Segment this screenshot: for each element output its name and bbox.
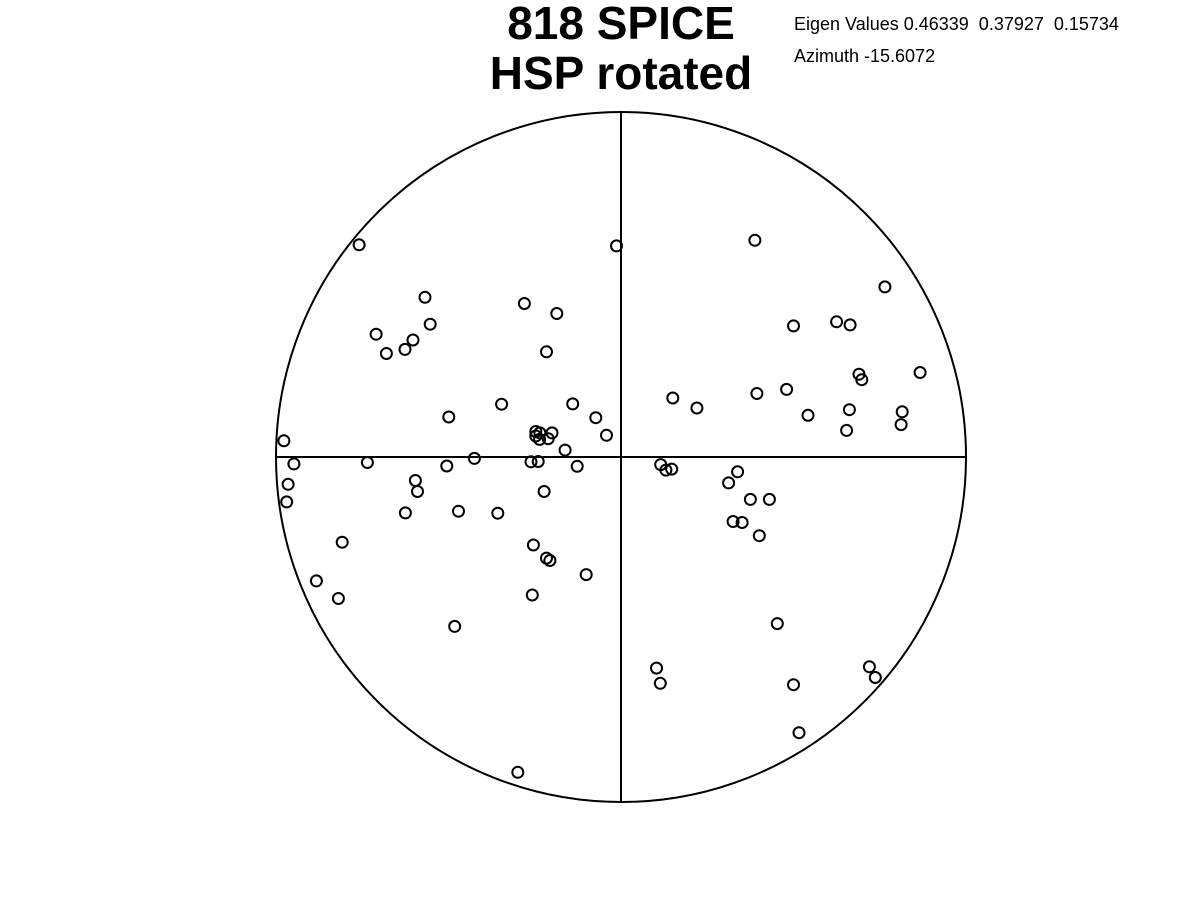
scatter-point-18 <box>855 373 869 387</box>
scatter-point-51 <box>665 462 679 476</box>
scatter-point-75 <box>448 619 462 633</box>
scatter-point-42 <box>287 457 301 471</box>
scatter-point-47 <box>524 455 538 469</box>
scatter-point-25 <box>842 403 856 417</box>
scatter-point-14 <box>787 319 800 333</box>
scatter-point-54 <box>411 485 424 498</box>
scatter-point-38 <box>541 432 555 446</box>
scatter-point-41 <box>277 434 291 448</box>
scatter-point-59 <box>743 492 757 506</box>
scatter-point-57 <box>537 485 551 498</box>
scatter-point-81 <box>868 671 882 684</box>
scatter-point-37 <box>533 432 547 446</box>
scatter-point-43 <box>360 456 374 469</box>
scatter-point-12 <box>406 333 420 347</box>
scatter-point-71 <box>579 568 593 582</box>
chart-title-line-2: HSP rotated <box>489 47 753 99</box>
scatter-point-19 <box>913 366 927 379</box>
scatter-point-1 <box>352 238 366 252</box>
scatter-point-68 <box>526 538 540 552</box>
scatter-point-9 <box>398 342 412 356</box>
scatter-point-3 <box>748 233 762 247</box>
scatter-point-15 <box>830 315 844 329</box>
scatter-point-44 <box>440 459 454 473</box>
scatter-point-8 <box>423 317 437 331</box>
scatter-point-70 <box>543 554 557 567</box>
scatter-point-11 <box>369 327 383 341</box>
scatter-point-16 <box>843 318 857 332</box>
scatter-point-63 <box>491 506 505 520</box>
scatter-point-52 <box>731 465 745 479</box>
scatter-point-74 <box>525 588 539 602</box>
scatter-point-20 <box>666 391 680 405</box>
scatter-point-27 <box>840 423 854 437</box>
scatter-point-40 <box>558 443 572 457</box>
scatter-point-13 <box>540 345 553 359</box>
chart-title-line-1: 818 SPICE <box>507 0 735 49</box>
scatter-point-79 <box>787 678 800 692</box>
scatter-point-66 <box>752 529 766 543</box>
scatter-point-29 <box>442 410 456 424</box>
scatter-point-73 <box>331 592 345 605</box>
scatter-point-2 <box>610 239 623 253</box>
scatter-point-30 <box>495 397 509 411</box>
eigen-values-label: Eigen Values 0.46339 0.37927 0.15734 <box>794 14 1119 34</box>
scatter-point-78 <box>653 676 667 690</box>
scatter-point-7 <box>550 307 564 320</box>
scatter-point-22 <box>780 382 794 396</box>
scatter-point-61 <box>398 506 412 520</box>
scatter-point-77 <box>650 661 663 675</box>
azimuth-label: Azimuth -15.6072 <box>794 46 936 66</box>
scatter-point-48 <box>570 459 584 473</box>
scatter-point-50 <box>659 463 673 477</box>
scatter-point-80 <box>862 660 876 674</box>
scatter-point-76 <box>770 617 784 631</box>
scatter-point-4 <box>878 280 892 294</box>
scatter-point-83 <box>511 765 525 779</box>
scatter-point-5 <box>418 290 432 304</box>
scatter-point-21 <box>750 387 764 400</box>
scatter-point-46 <box>531 455 545 468</box>
scatter-point-53 <box>408 474 422 487</box>
scatter-point-23 <box>690 401 704 415</box>
scatter-point-26 <box>895 405 909 419</box>
scatter-point-58 <box>722 476 736 490</box>
scatter-point-65 <box>735 516 749 529</box>
scatter-point-28 <box>894 418 908 432</box>
scatter-point-62 <box>452 504 465 518</box>
scatter-point-39 <box>600 428 613 442</box>
scatter-point-82 <box>792 726 806 740</box>
scatter-point-56 <box>280 495 294 509</box>
scatter-point-32 <box>589 411 603 425</box>
scatter-point-6 <box>517 297 531 310</box>
scatter-point-31 <box>566 397 580 411</box>
scatter-point-64 <box>726 515 740 528</box>
scatter-point-67 <box>335 535 349 549</box>
scatter-point-10 <box>379 347 393 360</box>
scatter-point-45 <box>467 451 481 465</box>
scatter-points <box>277 233 927 779</box>
scatter-point-24 <box>801 408 815 422</box>
scatter-point-55 <box>281 477 295 491</box>
scatter-point-72 <box>309 574 323 588</box>
scatter-point-60 <box>762 492 776 506</box>
